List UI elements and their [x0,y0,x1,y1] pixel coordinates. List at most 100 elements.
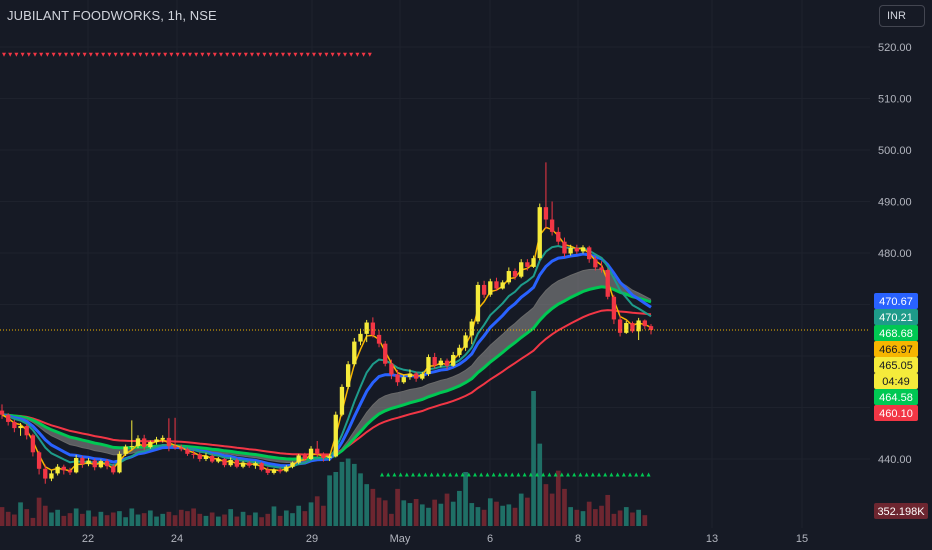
sell-marker [225,52,230,57]
sell-marker [101,52,106,57]
price-label-bg [874,325,918,342]
sell-marker [175,52,180,57]
y-tick-label: 480.00 [878,248,912,260]
volume-bar [407,503,413,526]
candle-body [556,231,561,242]
sell-marker [163,52,168,57]
buy-marker [380,472,384,477]
volume-bar [382,500,388,526]
volume-bar [42,505,48,526]
sell-marker [57,52,62,57]
buy-marker [535,472,539,477]
sell-marker [361,52,366,57]
sell-marker [256,52,261,57]
sell-marker [33,52,37,57]
candle-body [469,321,474,336]
teal-ema-line [1,244,652,469]
volume-bar [92,516,98,526]
volume-bar [36,497,42,526]
volume-bar [271,506,277,526]
buy-marker [621,472,626,477]
candle-body [98,461,104,468]
sell-marker [305,52,310,57]
candle-body [624,323,629,333]
x-tick-label: 6 [487,533,493,545]
sell-marker [299,52,304,57]
candle-body [154,439,159,443]
volume-bar [129,508,135,526]
sell-marker [14,52,19,57]
candle-body [451,354,456,366]
candle-body [55,466,60,474]
volume-bar [98,511,104,526]
buy-marker [590,472,595,477]
candle-body [43,468,48,479]
price-label-bg [874,309,918,326]
candle-body [587,247,592,260]
candle-body [172,446,178,448]
sell-marker [355,52,360,57]
y-tick-label: 440.00 [878,454,912,466]
volume-bar [568,507,573,526]
volume-bar [623,507,629,526]
volume-bar [104,515,110,526]
buy-marker [578,472,583,477]
price-label-bg [874,373,918,390]
buy-marker [442,472,446,477]
x-tick-label: 29 [306,533,318,545]
candle-body [568,247,573,254]
candle-body [500,282,505,289]
buy-marker [485,472,490,477]
sell-marker [181,52,186,57]
price-label-bg [874,405,918,422]
candle-body [549,219,555,232]
price-label: 470.21 [879,312,913,324]
candle-body [345,364,351,387]
candle-body [148,442,153,448]
candle-body [364,322,369,334]
volume-bar [531,391,536,526]
candle-body [444,360,450,366]
buy-marker [522,472,527,477]
orange-ema-line [1,226,652,472]
candle-body [537,207,542,259]
buy-marker [473,472,477,477]
candle-body [407,373,413,378]
candle-body [352,341,357,365]
symbol-title[interactable]: JUBILANT FOODWORKS, 1h, NSE [7,8,217,23]
volume-bar [259,517,264,526]
price-label-bg [874,389,918,406]
candle-body [438,360,444,366]
grid [0,0,870,528]
candle-body [395,374,400,383]
volume-bar [580,511,586,526]
candle-body [420,374,425,379]
volume-bar [512,507,518,526]
volume-bar [333,472,339,526]
volume-bar [290,513,295,526]
candle-body [370,322,376,335]
candle-body [413,373,419,379]
currency-button[interactable]: INR [879,5,925,27]
sell-marker [212,52,217,57]
volume-label: 352.198K [877,506,925,518]
volume-bar [110,512,116,526]
candle-body [457,347,462,355]
sell-marker [188,52,192,57]
x-tick-label: 13 [706,533,718,545]
sell-marker [312,52,316,57]
sell-marker [144,52,149,57]
candle-body [166,437,172,447]
candle-body [6,414,11,422]
candle-body [302,455,308,459]
price-labels: 470.67 470.21 468.68 466.97 465.05 04:49 464.5… [874,293,928,519]
sell-marker [219,52,223,57]
buy-marker [628,472,632,477]
volume-bar [642,515,648,526]
candle-body [376,334,382,344]
blue-ema-line [1,252,652,468]
price-label: 04:49 [882,376,910,388]
sell-marker [8,52,13,57]
volume-bar [593,509,598,526]
